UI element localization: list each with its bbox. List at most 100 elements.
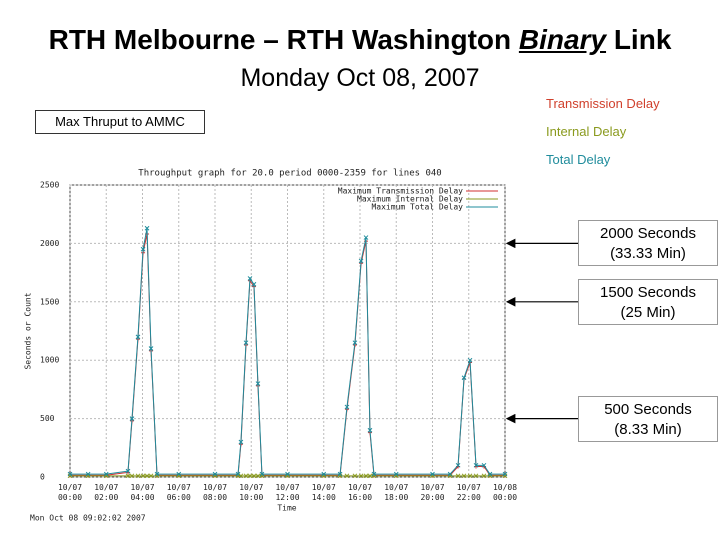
- point-marker: [103, 471, 109, 477]
- slide-subtitle: Monday Oct 08, 2007: [240, 64, 480, 92]
- point-marker: [367, 473, 373, 479]
- point-marker: [125, 468, 131, 474]
- point-marker: [467, 357, 473, 363]
- slide-title: RTH Melbourne – RTH Washington Binary Li…: [0, 24, 720, 56]
- point-marker: [430, 471, 435, 477]
- point-marker: [212, 471, 218, 477]
- point-marker: [363, 473, 369, 479]
- point-marker: [393, 471, 399, 477]
- point-marker: [367, 427, 373, 433]
- point-marker: [473, 473, 479, 479]
- point-marker: [467, 473, 473, 479]
- point-marker: [144, 225, 150, 231]
- point-marker: [85, 471, 91, 477]
- point-marker: [358, 258, 364, 264]
- point-marker: [255, 381, 261, 386]
- point-marker: [371, 471, 377, 477]
- y-tick-label: 1500: [40, 297, 59, 306]
- point-marker: [238, 473, 244, 479]
- point-marker: [148, 346, 154, 351]
- x-tick-label: 10/07 10:00: [239, 483, 264, 502]
- point-marker: [461, 473, 467, 479]
- legend-label: Maximum Internal Delay: [357, 195, 463, 204]
- annotation: Internal Delay: [546, 124, 627, 139]
- x-tick-label: 10/07 04:00: [130, 483, 155, 502]
- point-marker: [135, 473, 141, 479]
- point-marker: [235, 471, 241, 477]
- point-marker: [502, 471, 508, 477]
- x-tick-label: 10/07 12:00: [275, 483, 300, 502]
- y-axis-label: Seconds or Count: [24, 292, 33, 369]
- point-marker: [259, 471, 265, 477]
- legend-label: Maximum Total Delay: [371, 203, 463, 212]
- point-marker: [176, 471, 182, 477]
- point-marker: [321, 471, 327, 477]
- point-marker: [125, 473, 131, 479]
- point-marker: [352, 473, 358, 479]
- point-marker: [344, 473, 350, 479]
- x-tick-label: 10/07 18:00: [384, 483, 409, 502]
- x-tick-label: 10/07 06:00: [166, 483, 191, 502]
- point-marker: [337, 471, 343, 477]
- point-marker: [148, 473, 154, 479]
- y-tick-label: 500: [40, 414, 55, 423]
- point-marker: [243, 473, 249, 479]
- annotation: Total Delay: [546, 152, 611, 167]
- callout-box: 2000 Seconds (33.33 Min): [578, 220, 718, 267]
- y-tick-label: 2000: [40, 239, 59, 248]
- callout-box: 500 Seconds (8.33 Min): [578, 395, 718, 442]
- x-tick-label: 10/08 00:00: [492, 483, 518, 502]
- callout-box: 1500 Seconds (25 Min): [578, 278, 718, 325]
- chart-title: Throughput graph for 20.0 period 0000-23…: [138, 169, 441, 179]
- point-marker: [358, 473, 364, 479]
- point-marker: [247, 473, 253, 479]
- point-marker: [481, 462, 487, 468]
- note-box: Max Thruput to AMMC: [35, 110, 205, 134]
- y-tick-label: 1000: [40, 356, 59, 365]
- point-marker: [140, 246, 146, 252]
- x-axis-label: Time: [277, 504, 296, 513]
- point-marker: [473, 462, 479, 468]
- point-marker: [344, 404, 350, 410]
- point-marker: [461, 375, 467, 381]
- x-tick-label: 10/07 16:00: [347, 483, 373, 502]
- point-marker: [154, 471, 160, 477]
- point-marker: [129, 473, 135, 479]
- legend-label: Maximum Transmission Delay: [338, 187, 463, 196]
- point-marker: [363, 235, 369, 240]
- x-tick-label: 10/07 00:00: [57, 483, 83, 502]
- x-tick-label: 10/07 08:00: [202, 483, 228, 502]
- point-marker: [455, 462, 461, 468]
- point-marker: [285, 471, 290, 477]
- title-part: Link: [606, 24, 672, 55]
- point-marker: [447, 471, 453, 477]
- point-marker: [251, 281, 257, 287]
- point-marker: [455, 473, 461, 479]
- annotation: Transmission Delay: [546, 96, 660, 111]
- footer: Mon Oct 08 09:02:02 2007: [30, 514, 146, 523]
- y-tick-label: 0: [40, 473, 45, 482]
- point-marker: [67, 471, 73, 477]
- y-tick-label: 2500: [40, 181, 59, 190]
- point-marker: [255, 473, 261, 479]
- title-part: RTH Melbourne – RTH Washington: [48, 24, 519, 55]
- point-marker: [481, 473, 487, 479]
- point-marker: [140, 473, 146, 479]
- point-marker: [487, 471, 493, 477]
- x-tick-label: 10/07 14:00: [311, 483, 336, 502]
- x-tick-label: 10/07 20:00: [420, 483, 445, 502]
- point-marker: [135, 334, 141, 340]
- x-tick-label: 10/07 22:00: [456, 483, 481, 502]
- point-marker: [144, 473, 150, 479]
- point-marker: [247, 276, 253, 281]
- point-marker: [129, 416, 135, 421]
- point-marker: [352, 340, 358, 346]
- title-part: Binary: [518, 24, 607, 55]
- point-marker: [238, 439, 244, 445]
- point-marker: [243, 340, 249, 346]
- point-marker: [251, 473, 257, 479]
- x-tick-label: 10/07 02:00: [94, 483, 119, 502]
